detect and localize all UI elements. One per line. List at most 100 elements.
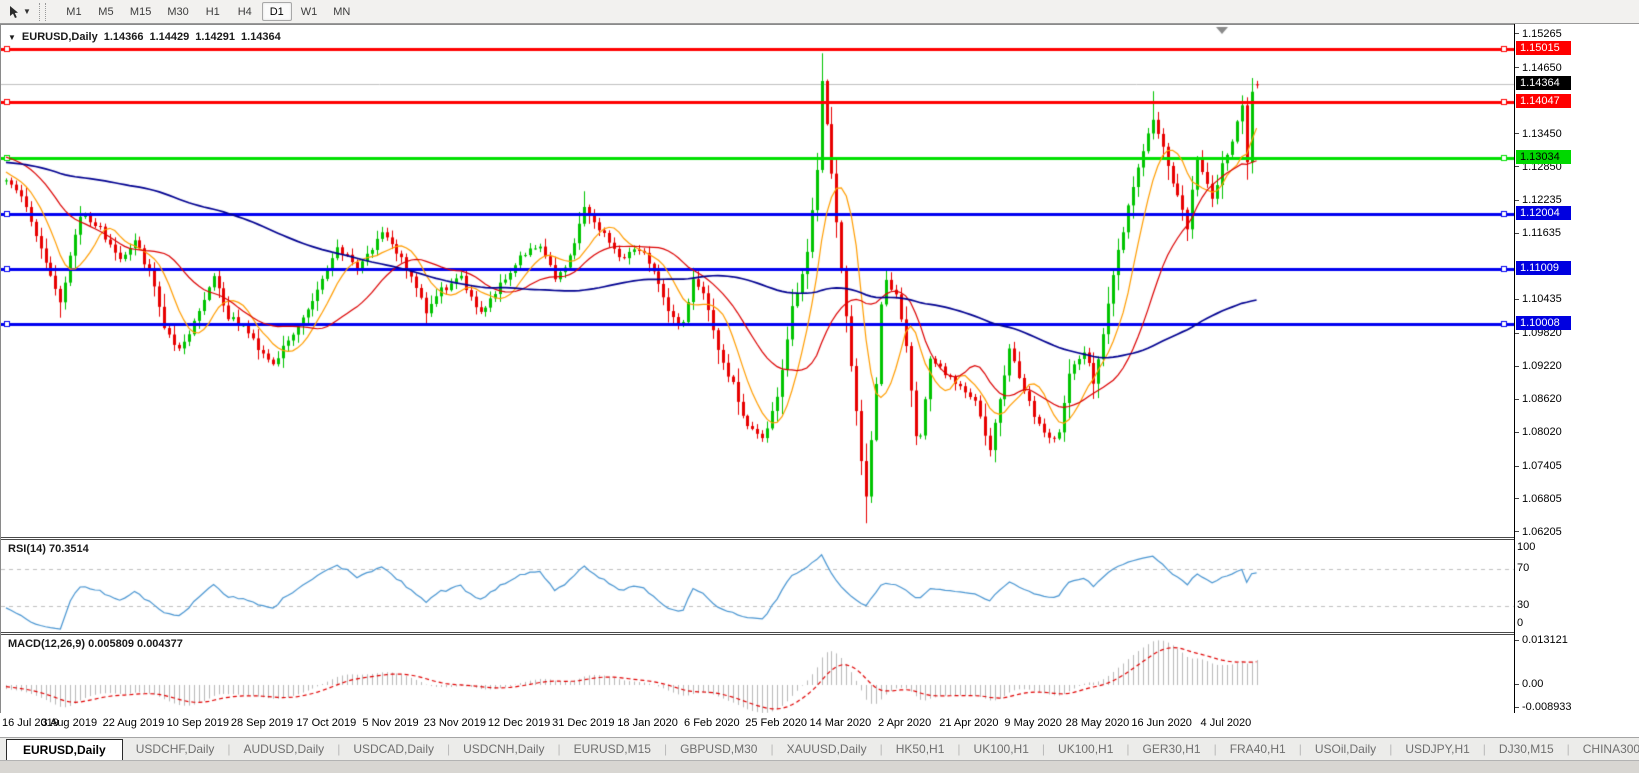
date-label: 6 Feb 2020 — [684, 717, 740, 729]
symbol-dropdown-icon[interactable]: ▼ — [8, 32, 16, 42]
toolbar-grip[interactable] — [38, 2, 46, 21]
date-label: 9 May 2020 — [1004, 717, 1062, 729]
macd-canvas[interactable] — [1, 635, 1515, 714]
symbol-tab-usdchf-daily[interactable]: USDCHF,Daily — [135, 742, 215, 756]
chevron-down-icon[interactable]: ▼ — [23, 7, 31, 16]
symbol-tab-china300-h4[interactable]: CHINA300,H4 — [1582, 742, 1639, 756]
symbol-tab-eurusd-daily[interactable]: EURUSD,Daily — [6, 739, 123, 760]
rsi-scale-tick: 70 — [1517, 562, 1530, 575]
macd-panel: MACD(12,26,9) 0.005809 0.004377 — [1, 635, 1515, 714]
tick-mark — [1515, 233, 1519, 234]
price-tick: 1.06205 — [1515, 526, 1562, 538]
timeframe-button-mn[interactable]: MN — [333, 5, 351, 18]
tick-mark — [1515, 431, 1519, 433]
tab-separator: | — [1482, 742, 1486, 756]
price-chart-canvas[interactable] — [1, 25, 1515, 537]
date-label: 18 Jan 2020 — [617, 717, 678, 729]
rsi-scale-tick: 0 — [1517, 617, 1524, 629]
panel-splitter[interactable] — [1, 632, 1515, 635]
timeframe-toolbar: ▼ M1 M5 M15 M30 H1 H4 D1 W1 MN — [0, 0, 1639, 24]
symbol-tab-audusd-daily[interactable]: AUDUSD,Daily — [243, 742, 325, 756]
price-tick: 1.08620 — [1515, 393, 1562, 405]
tab-separator: | — [1298, 742, 1302, 756]
symbol-tab-ger30-h1[interactable]: GER30,H1 — [1142, 742, 1201, 756]
current-price-badge: 1.14364 — [1516, 76, 1571, 91]
tab-separator: | — [337, 742, 341, 756]
tab-separator: | — [879, 742, 883, 756]
price-tick: 1.08020 — [1515, 426, 1562, 438]
timeframe-button-h1[interactable]: H1 — [205, 5, 220, 18]
price-tick: 1.15265 — [1515, 28, 1562, 40]
date-label: 10 Sep 2019 — [166, 717, 229, 729]
chart-symbol-label: EURUSD,Daily — [21, 31, 98, 43]
rsi-panel: RSI(14) 70.3514 — [1, 540, 1515, 632]
ohlc-high: 1.14429 — [149, 31, 190, 43]
tab-separator: | — [957, 742, 961, 756]
line-value-badge: 1.12004 — [1516, 206, 1571, 221]
status-bar — [0, 760, 1639, 773]
line-value-badge: 1.11009 — [1516, 260, 1571, 275]
timeframe-button-h4[interactable]: H4 — [237, 5, 252, 18]
symbol-tab-dj30-m15[interactable]: DJ30,M15 — [1498, 742, 1554, 756]
date-label: 14 Mar 2020 — [809, 717, 872, 729]
symbol-tab-usdcad-daily[interactable]: USDCAD,Daily — [353, 742, 434, 756]
tab-separator: | — [557, 742, 561, 756]
timeframe-button-m5[interactable]: M5 — [98, 5, 114, 18]
chart-title: ▼ EURUSD,Daily 1.14366 1.14429 1.14291 1… — [8, 31, 281, 43]
timeframe-button-m1[interactable]: M1 — [66, 5, 82, 18]
symbol-tab-hk50-h1[interactable]: HK50,H1 — [895, 742, 945, 756]
tick-mark — [1515, 639, 1519, 641]
timeframe-button-d1[interactable]: D1 — [261, 2, 292, 21]
tab-separator: | — [1126, 742, 1130, 756]
price-tick: 1.06805 — [1515, 493, 1562, 505]
symbol-tab-usdjpy-h1[interactable]: USDJPY,H1 — [1405, 742, 1470, 756]
symbol-tab-uk100-h1[interactable]: UK100,H1 — [1058, 742, 1114, 756]
price-tick: 1.14650 — [1515, 62, 1562, 74]
symbol-tab-eurusd-m15[interactable]: EURUSD,M15 — [573, 742, 651, 756]
date-label: 12 Dec 2019 — [487, 717, 551, 729]
macd-scale-tick: -0.008933 — [1515, 701, 1572, 713]
timeframe-button-w1[interactable]: W1 — [300, 5, 318, 18]
price-tick: 1.09820 — [1515, 327, 1562, 339]
rsi-scale-tick: 30 — [1517, 599, 1530, 612]
price-tick: 1.07405 — [1515, 460, 1562, 472]
tick-mark — [1515, 498, 1519, 500]
timeframe-button-group: M1 M5 M15 M30 H1 H4 D1 W1 MN — [54, 0, 362, 23]
tick-mark — [1515, 67, 1519, 69]
macd-scale-tick: 0.013121 — [1515, 634, 1568, 646]
line-value-badge: 1.14047 — [1516, 93, 1571, 108]
tick-mark — [1515, 133, 1519, 135]
price-tick: 1.10435 — [1515, 293, 1562, 305]
timeframe-button-m15[interactable]: M15 — [129, 5, 152, 18]
rsi-scale-tick: 100 — [1517, 541, 1536, 553]
date-label: 22 Aug 2019 — [102, 717, 165, 729]
symbol-tab-usdcnh-daily[interactable]: USDCNH,Daily — [463, 742, 545, 756]
symbol-tab-uk100-h1[interactable]: UK100,H1 — [973, 742, 1029, 756]
symbol-tab-usoil-daily[interactable]: USOil,Daily — [1314, 742, 1377, 756]
date-label: 28 May 2020 — [1065, 717, 1130, 729]
price-tick: 1.09220 — [1515, 360, 1562, 372]
timeframe-button-m30[interactable]: M30 — [167, 5, 189, 18]
symbol-tab-xauusd-daily[interactable]: XAUUSD,Daily — [786, 742, 867, 756]
symbol-tab-fra40-h1[interactable]: FRA40,H1 — [1229, 742, 1286, 756]
date-label: 4 Jul 2020 — [1200, 717, 1252, 729]
price-tick: 1.12235 — [1515, 194, 1562, 206]
panel-splitter[interactable] — [1, 537, 1515, 540]
price-tick: 1.12850 — [1515, 161, 1562, 173]
date-label: 21 Apr 2020 — [939, 717, 999, 729]
rsi-canvas[interactable] — [1, 540, 1515, 632]
tick-mark — [1515, 398, 1519, 400]
cursor-tool-button[interactable]: ▼ — [4, 3, 35, 21]
date-label: 5 Nov 2019 — [362, 717, 419, 729]
macd-scale-tick: 0.00 — [1515, 678, 1543, 690]
tab-separator: | — [1213, 742, 1217, 756]
tick-mark — [1515, 465, 1519, 467]
price-axis: 1.15265 1.14650 1.13450 1.12850 1.12235 1.116… — [1514, 24, 1639, 713]
tab-separator: | — [663, 742, 668, 756]
symbol-tab-gbpusd-m30[interactable]: GBPUSD,M30 — [680, 742, 758, 756]
tab-separator: | — [447, 742, 451, 756]
tick-mark — [1515, 33, 1519, 35]
date-label: 2 Apr 2020 — [878, 717, 932, 729]
date-label: 28 Sep 2019 — [230, 717, 294, 729]
